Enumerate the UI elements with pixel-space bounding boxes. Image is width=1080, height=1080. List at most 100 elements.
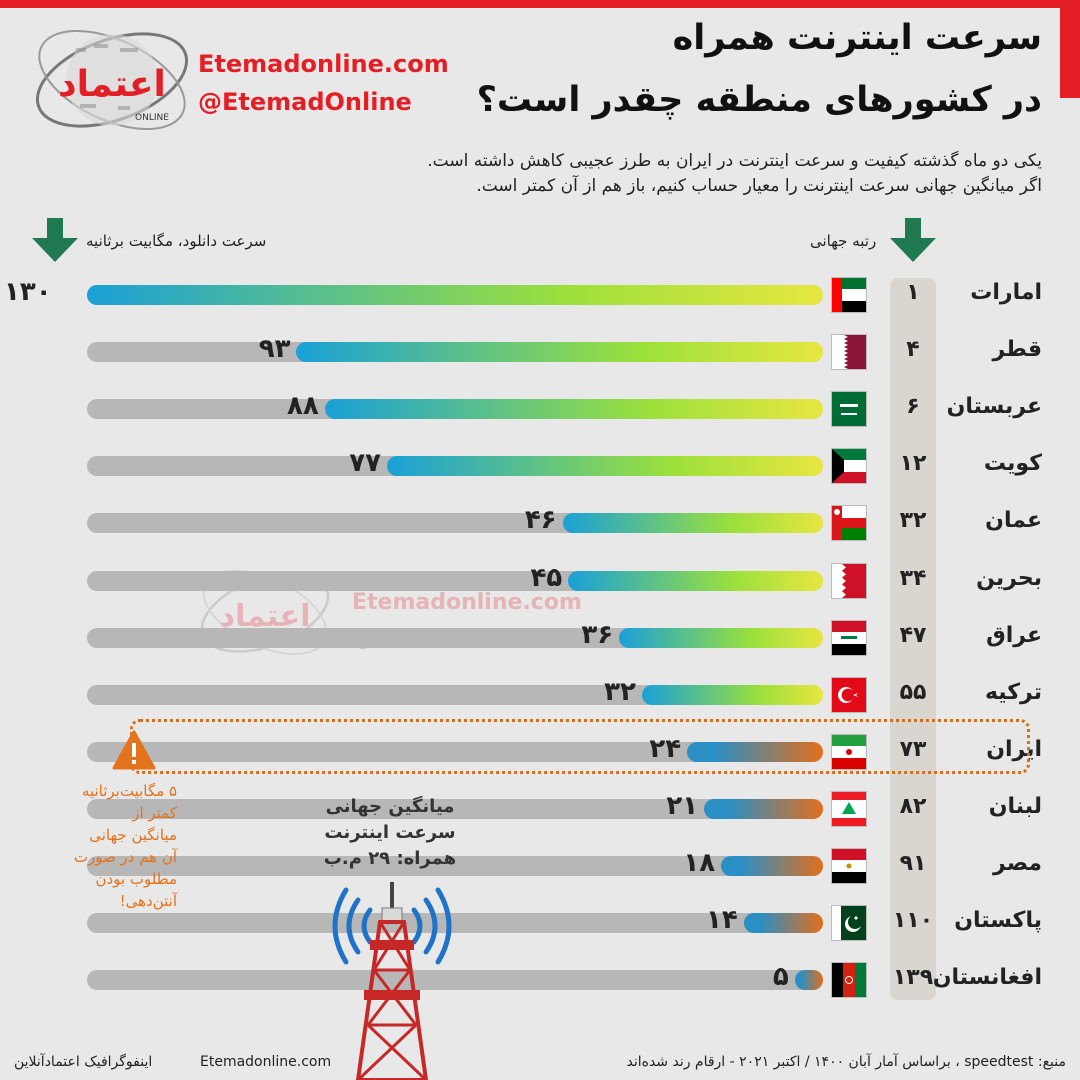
- country-label: ایران: [986, 736, 1042, 762]
- iran-highlight-box: [130, 719, 1030, 774]
- footer-source: منبع: speedtest ، براساس آمار آبان ۱۴۰۰ …: [626, 1054, 1066, 1070]
- flag-icon: [831, 848, 867, 884]
- down-arrow-icon: [890, 218, 936, 262]
- logo-text: اعتماد: [58, 64, 166, 105]
- rank-column-label: رتبه جهانی: [810, 232, 877, 250]
- rank-label: ۱۳۹: [892, 965, 934, 991]
- iran-note-line2: کمتر از: [132, 804, 177, 822]
- rank-label: ۴: [906, 337, 920, 363]
- flag-icon: [831, 277, 867, 313]
- flag-icon: [831, 905, 867, 942]
- flag-icon: [831, 619, 867, 656]
- bar: [641, 684, 823, 705]
- data-label: ۸۸: [287, 391, 319, 422]
- bar-track: [87, 913, 823, 934]
- country-label: امارات: [970, 280, 1042, 305]
- flag-icon: [831, 562, 867, 599]
- brand-handle: @EtemadOnline: [198, 88, 412, 116]
- data-label: ۹۳: [258, 334, 291, 365]
- iran-note-line1: ۵ مگابیت‌برثانیه: [81, 782, 177, 800]
- data-label: ۲۴: [649, 733, 682, 764]
- flag-icon: [831, 962, 867, 999]
- country-label: لبنان: [988, 793, 1042, 819]
- bar: [704, 798, 823, 819]
- rank-label: ۳۴: [899, 565, 927, 591]
- flag-icon: [831, 790, 867, 827]
- rank-column-background: [890, 278, 936, 1000]
- world-average-line3: همراه: ۲۹ م.ب: [323, 848, 457, 869]
- country-label: قطر: [992, 337, 1042, 363]
- country-label: ترکیه: [984, 679, 1042, 705]
- rank-label: ۳۲: [899, 508, 927, 534]
- rank-label: ۴۷: [899, 622, 927, 648]
- flag-icon: [831, 676, 867, 713]
- brand-site: Etemadonline.com: [198, 50, 449, 78]
- subtitle-line1: یکی دو ماه گذشته کیفیت و سرعت اینترنت در…: [427, 151, 1042, 171]
- country-label: مصر: [993, 851, 1042, 876]
- top-right-accent-tab: [1060, 0, 1080, 98]
- logo-icon: اعتماد ONLINE: [35, 30, 189, 130]
- flag-icon: [831, 505, 867, 542]
- country-label: کویت: [983, 451, 1042, 477]
- subtitle-line2: اگر میانگین جهانی سرعت اینترنت را معیار …: [476, 176, 1042, 196]
- world-average-line1: میانگین جهانی: [325, 796, 455, 817]
- top-accent-line: [0, 0, 1080, 8]
- bar: [743, 913, 823, 934]
- data-label: ۱۳۰: [4, 277, 52, 307]
- country-label: عربستان: [946, 394, 1042, 420]
- data-label: ۵: [772, 962, 789, 993]
- bar: [562, 513, 823, 534]
- data-label: ۱۴: [705, 905, 738, 936]
- country-label: عمان: [985, 508, 1042, 534]
- bar: [387, 456, 823, 477]
- rank-label: ۱۱۰: [892, 908, 934, 934]
- speed-column-label: سرعت دانلود، مگابیت برثانیه: [86, 232, 267, 250]
- bar-track: [87, 684, 823, 705]
- bar: [721, 856, 823, 876]
- bar: [87, 285, 823, 305]
- iran-note-line4: آن هم در صورت: [73, 848, 177, 866]
- page-title-line2: در کشورهای منطقه چقدر است؟: [476, 80, 1042, 120]
- logo-sub: ONLINE: [135, 113, 169, 123]
- flag-icon: [831, 391, 867, 428]
- bar: [568, 570, 823, 591]
- flag-icon: [831, 334, 867, 371]
- rank-label: ۱۲: [899, 451, 927, 477]
- rank-label: ۷۳: [899, 736, 927, 762]
- antenna-tower-icon: [332, 882, 452, 1080]
- bar: [324, 399, 823, 420]
- warning-icon: [112, 730, 156, 770]
- rank-label: ۱: [906, 280, 920, 305]
- iran-note-line5: مطلوب بودن: [95, 870, 177, 888]
- bar: [296, 342, 823, 363]
- data-label: ۳۲: [604, 676, 636, 707]
- footer-site: Etemadonline.com: [200, 1054, 332, 1070]
- bar: [687, 741, 823, 762]
- country-label: افغانستان: [932, 965, 1042, 991]
- rank-label: ۹۱: [899, 851, 927, 876]
- bar-track: [87, 970, 823, 991]
- flag-icon: [831, 448, 867, 485]
- flag-icon: [831, 733, 867, 770]
- page-title-line1: سرعت اینترنت همراه: [672, 18, 1042, 58]
- footer-credit: اینفوگرافیک اعتمادآنلاین: [14, 1054, 153, 1070]
- data-label: ۴۶: [524, 505, 557, 536]
- rank-label: ۸۲: [899, 793, 927, 819]
- country-label: بحرین: [976, 565, 1042, 591]
- bar-track: [87, 741, 823, 762]
- iran-note-line6: آنتن‌دهی!: [119, 892, 177, 910]
- watermark-site: Etemadonline.com: [352, 590, 582, 615]
- bar-track: [87, 856, 823, 876]
- bar-track: [87, 798, 823, 819]
- bar: [794, 970, 823, 991]
- country-label: پاکستان: [954, 908, 1042, 934]
- data-label: ۷۷: [349, 448, 382, 479]
- down-arrow-icon: [32, 218, 78, 262]
- data-label: ۳۶: [581, 619, 614, 650]
- country-label: عراق: [986, 622, 1042, 648]
- iran-note-line3: میانگین جهانی: [89, 826, 177, 844]
- rank-label: ۵۵: [899, 679, 927, 705]
- rank-label: ۶: [906, 394, 920, 420]
- bar: [619, 627, 823, 648]
- data-label: ۲۱: [666, 790, 699, 821]
